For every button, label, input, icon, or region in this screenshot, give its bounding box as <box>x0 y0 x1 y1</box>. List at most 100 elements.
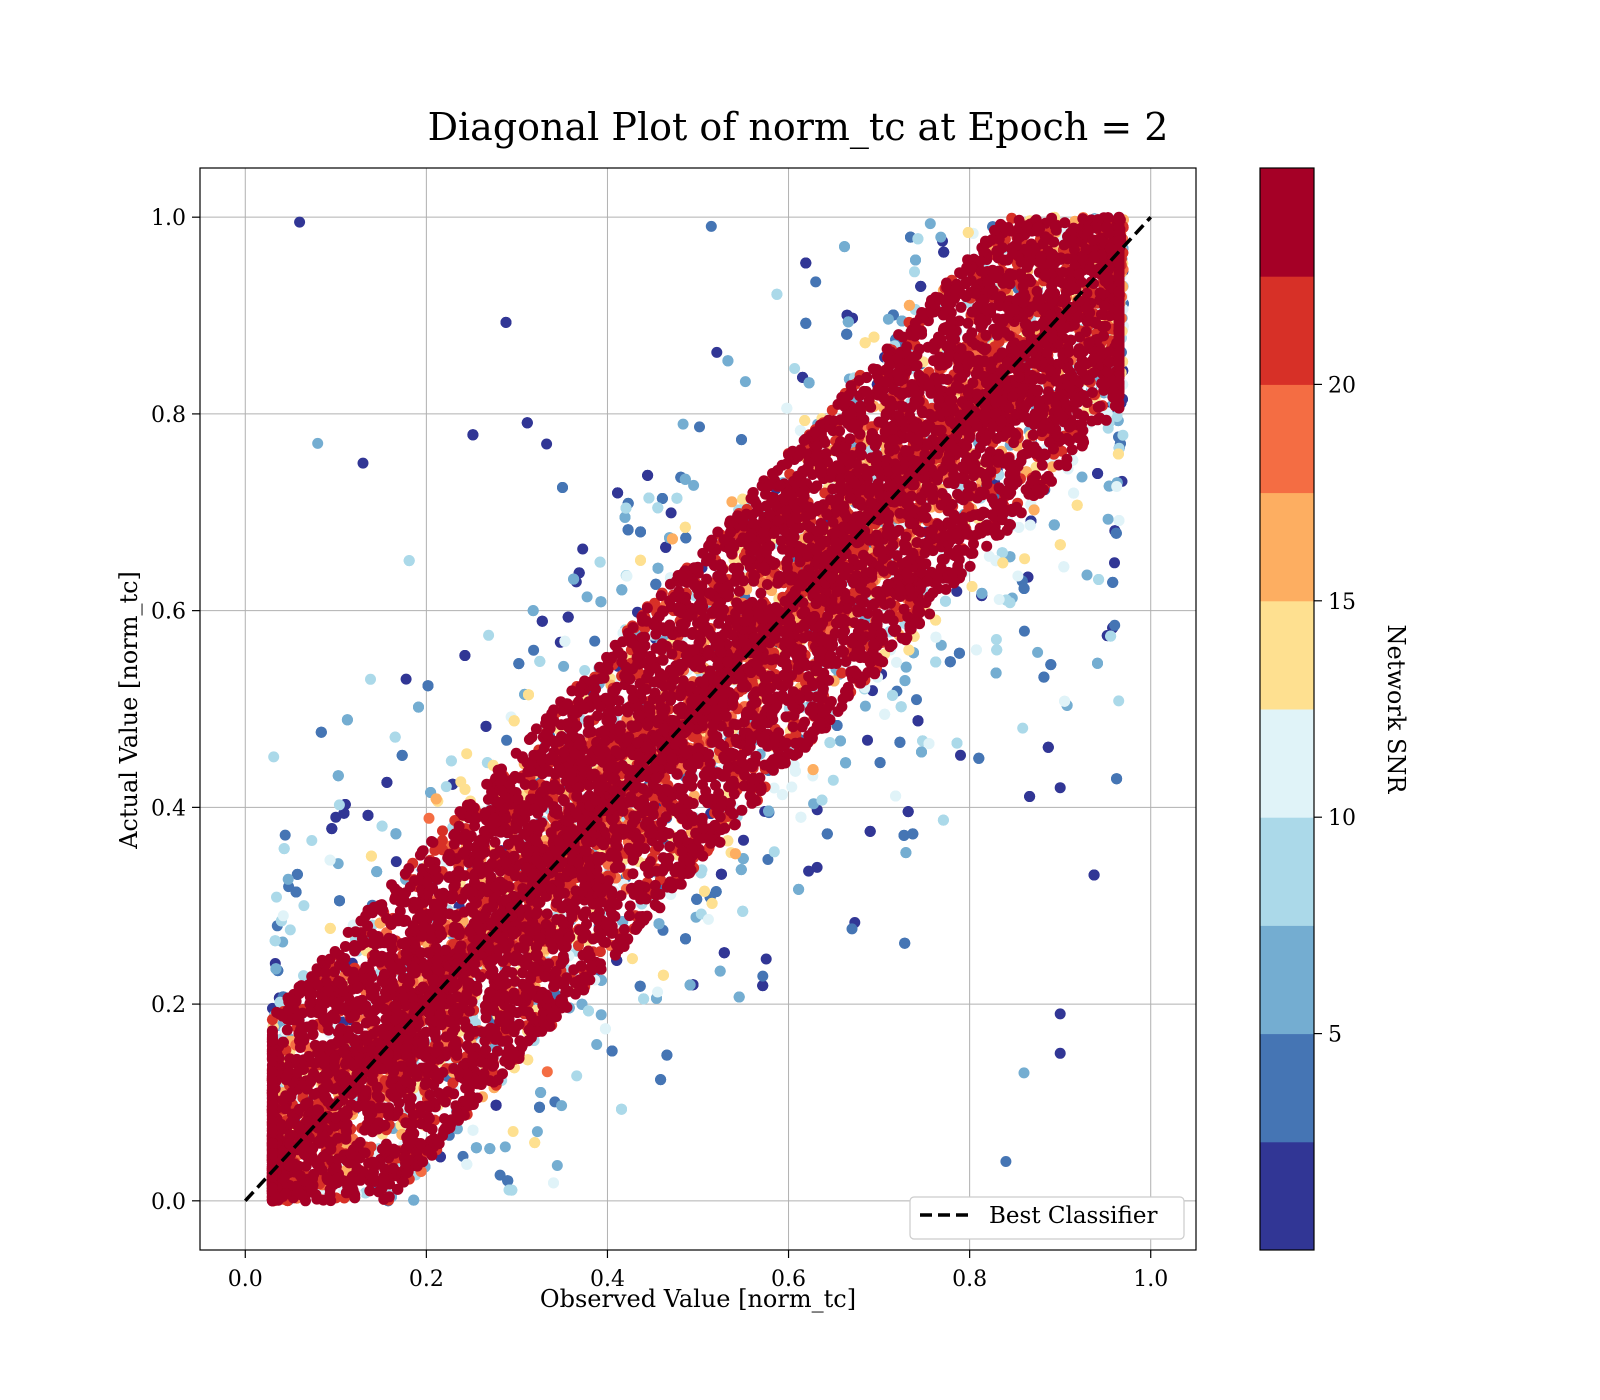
data-point <box>365 673 376 685</box>
data-point <box>467 1124 479 1136</box>
data-point <box>706 897 718 909</box>
data-point <box>795 811 807 823</box>
data-point <box>899 937 911 949</box>
data-point <box>656 493 668 504</box>
data-point <box>490 1099 502 1111</box>
data-point <box>771 288 783 300</box>
data-point <box>455 776 467 788</box>
data-point <box>657 969 669 981</box>
data-point <box>312 437 324 449</box>
data-point <box>403 555 415 567</box>
data-point <box>940 595 951 607</box>
data-point <box>938 246 950 258</box>
data-point <box>306 835 318 846</box>
data-point <box>699 885 710 897</box>
data-point <box>737 853 749 865</box>
data-point <box>671 492 683 504</box>
data-point <box>890 790 902 802</box>
data-point <box>269 935 281 947</box>
data-point <box>816 794 828 806</box>
data-point <box>680 532 692 544</box>
data-point <box>1058 561 1070 573</box>
data-point <box>332 770 344 782</box>
data-point <box>1113 695 1125 707</box>
data-point <box>1113 515 1125 526</box>
data-point <box>666 533 678 545</box>
data-point <box>811 861 823 873</box>
data-point <box>1048 519 1060 531</box>
data-point <box>500 316 512 328</box>
data-point <box>513 658 525 670</box>
data-point <box>726 496 738 508</box>
data-point <box>559 635 571 647</box>
data-point <box>680 933 691 945</box>
data-point <box>470 1142 482 1154</box>
data-point <box>459 650 471 661</box>
data-point <box>568 573 580 585</box>
data-point <box>326 823 338 835</box>
data-point <box>1042 741 1054 753</box>
data-point <box>842 316 854 328</box>
data-point <box>294 216 306 228</box>
data-point <box>619 511 631 523</box>
data-point <box>738 834 749 846</box>
data-point <box>562 611 574 623</box>
data-point <box>502 1175 514 1187</box>
data-point <box>935 231 947 243</box>
data-point <box>1076 471 1088 483</box>
data-point <box>1117 429 1129 441</box>
data-point <box>461 1158 473 1170</box>
data-point <box>521 417 533 429</box>
data-point <box>484 1143 496 1155</box>
data-point <box>620 502 632 514</box>
data-point <box>594 556 606 568</box>
data-point <box>1111 773 1123 785</box>
data-point <box>535 1087 547 1098</box>
data-point <box>665 507 677 519</box>
data-point <box>864 825 876 837</box>
data-point <box>612 487 624 499</box>
data-point <box>528 644 540 656</box>
data-point <box>691 893 703 905</box>
data-point <box>616 584 628 596</box>
data-point <box>973 752 985 764</box>
data-point <box>523 689 534 701</box>
data-point <box>902 806 914 818</box>
data-point <box>341 714 353 726</box>
data-point <box>365 850 377 862</box>
data-point <box>803 865 815 877</box>
data-point <box>800 257 812 269</box>
data-point <box>494 1169 506 1181</box>
data-point <box>362 809 374 821</box>
data-point <box>1112 448 1124 460</box>
data-point <box>571 1070 583 1082</box>
data-point <box>762 854 774 865</box>
data-point <box>324 854 336 866</box>
data-point <box>1109 619 1121 631</box>
data-point <box>279 829 291 841</box>
data-point <box>1000 1156 1012 1167</box>
data-point <box>1054 1047 1066 1059</box>
data-point <box>501 734 513 746</box>
data-point <box>278 843 290 855</box>
data-point <box>499 1141 511 1153</box>
data-point <box>1092 657 1103 669</box>
data-point <box>733 991 745 1003</box>
data-point <box>557 482 568 493</box>
data-point <box>643 492 655 504</box>
data-point <box>655 1074 667 1086</box>
data-point <box>976 587 988 599</box>
data-point <box>527 605 539 617</box>
data-point <box>390 828 402 840</box>
data-point <box>338 807 350 819</box>
data-point <box>1107 576 1119 588</box>
data-point <box>290 886 302 898</box>
data-point <box>408 1194 420 1206</box>
data-point <box>944 656 956 668</box>
data-point <box>536 615 548 627</box>
data-point <box>962 227 974 238</box>
data-point <box>991 644 1003 656</box>
data-point <box>652 502 664 514</box>
data-point <box>413 701 424 713</box>
data-point <box>859 700 871 712</box>
